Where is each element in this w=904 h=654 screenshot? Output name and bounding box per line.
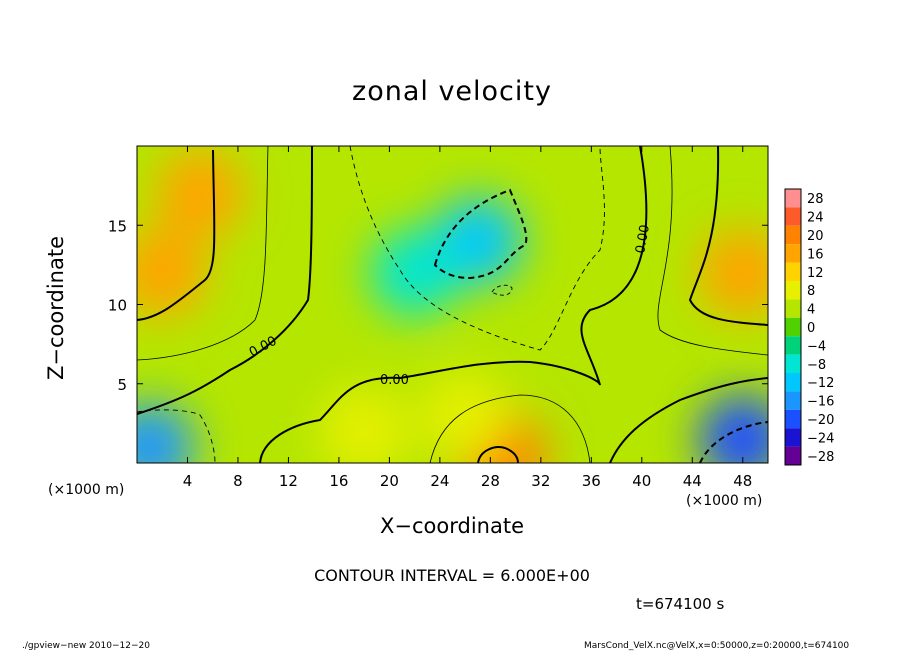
zero-contour-left — [137, 149, 216, 321]
zero-contour-middle — [137, 146, 313, 415]
colorbar-segment — [785, 262, 801, 281]
dashed-contour-bottom-left — [137, 409, 216, 463]
plot-area: 0.00 0.00 0.00 — [136, 145, 769, 464]
footer-right-text: MarsCond_VelX.nc@VelX,x=0:50000,z=0:2000… — [584, 641, 850, 651]
thin-contour-left-1 — [137, 146, 269, 361]
colorbar-label: −12 — [807, 376, 834, 391]
contour-interval-text: CONTOUR INTERVAL = 6.000E+00 — [314, 566, 590, 585]
small-closed-contour — [491, 284, 513, 296]
x-tick-label: 4 — [183, 472, 193, 490]
x-tick-label: 12 — [279, 472, 298, 490]
colorbar-segment — [785, 225, 801, 245]
colorbar-label: 12 — [807, 266, 824, 281]
x-tick-label: 40 — [632, 472, 651, 490]
x-tick-label: 48 — [733, 472, 752, 490]
colorbar-segment — [785, 428, 801, 447]
contour-label: 0.00 — [380, 373, 409, 388]
x-tick-label: 44 — [683, 472, 702, 490]
y-tick-label: 10 — [108, 297, 127, 315]
x-axis-label: X−coordinate — [380, 514, 524, 538]
colorbar-label: 4 — [807, 303, 815, 318]
colorbar-label: −8 — [807, 358, 826, 373]
colorbar-segment — [785, 207, 801, 226]
contour-label: 0.00 — [633, 224, 653, 255]
colorbar-segment — [785, 446, 801, 465]
colorbar-segment — [785, 354, 801, 373]
x-axis: 4 8 12 16 20 24 28 32 36 40 44 48 — [183, 146, 752, 490]
zero-contour-lower — [259, 146, 648, 463]
colorbar-label: −16 — [807, 395, 834, 410]
field-feature — [698, 228, 768, 317]
colorbar-label: −28 — [807, 450, 834, 465]
colorbar-segment — [785, 281, 801, 300]
colorbar-segment — [785, 299, 801, 318]
contour-lines — [137, 146, 768, 463]
positive-contour-bottom — [429, 394, 591, 463]
zero-contour-bottom-right — [609, 377, 768, 463]
colorbar-label: 20 — [807, 229, 824, 244]
colorbar-segment — [785, 189, 801, 208]
footer-left-text: ./gpview−new 2010−12−20 — [22, 641, 150, 651]
x-tick-label: 8 — [233, 472, 243, 490]
field-feature — [320, 387, 409, 463]
x-tick-label: 28 — [481, 472, 500, 490]
x-tick-label: 36 — [582, 472, 601, 490]
colorbar-label: 16 — [807, 247, 824, 262]
field-feature — [421, 371, 510, 460]
x-unit-label-left: (×1000 m) — [48, 482, 125, 498]
dashed-contour-bottom-right — [699, 421, 768, 463]
colorbar-label: −4 — [807, 339, 826, 354]
y-tick-label: 5 — [117, 376, 127, 394]
dashed-contour-negative-core — [433, 188, 528, 280]
x-tick-label: 20 — [380, 472, 399, 490]
field-feature — [698, 395, 768, 463]
y-tick-label: 15 — [108, 217, 127, 235]
positive-closed-contour-bottom — [477, 446, 519, 463]
colorbar-segment — [785, 244, 801, 263]
colorbar-segment — [785, 373, 801, 392]
dashed-contour-upper — [349, 146, 605, 351]
colorbar-label: 24 — [807, 211, 824, 226]
field-feature — [137, 403, 194, 463]
colorbar-label: −20 — [807, 413, 834, 428]
field-feature — [370, 228, 459, 317]
colorbar-segment — [785, 391, 801, 410]
field-feature — [156, 149, 245, 238]
x-tick-label: 32 — [531, 472, 550, 490]
colorbar-label: 28 — [807, 192, 824, 207]
colorbar-segment — [785, 317, 801, 337]
y-axis: 5 10 15 — [108, 217, 768, 394]
colorbar-segment — [785, 409, 801, 429]
time-text: t=674100 s — [636, 595, 725, 613]
colorbar-label: −24 — [807, 431, 834, 446]
x-tick-label: 24 — [430, 472, 449, 490]
colorbar: 28 24 20 16 12 8 4 0 −4 −8 −12 −16 −20 −24 −28 — [784, 188, 834, 466]
colorbar-segment — [785, 336, 801, 355]
colorbar-frame — [784, 188, 802, 466]
field-feature — [137, 228, 207, 317]
thin-contour-right-1 — [657, 146, 768, 356]
chart-title: zonal velocity — [352, 76, 552, 107]
colorbar-label: 0 — [807, 321, 815, 336]
x-tick-label: 16 — [329, 472, 348, 490]
colorbar-label: 8 — [807, 284, 815, 299]
x-unit-label-right: (×1000 m) — [686, 493, 763, 509]
zero-contour-right — [688, 146, 768, 326]
